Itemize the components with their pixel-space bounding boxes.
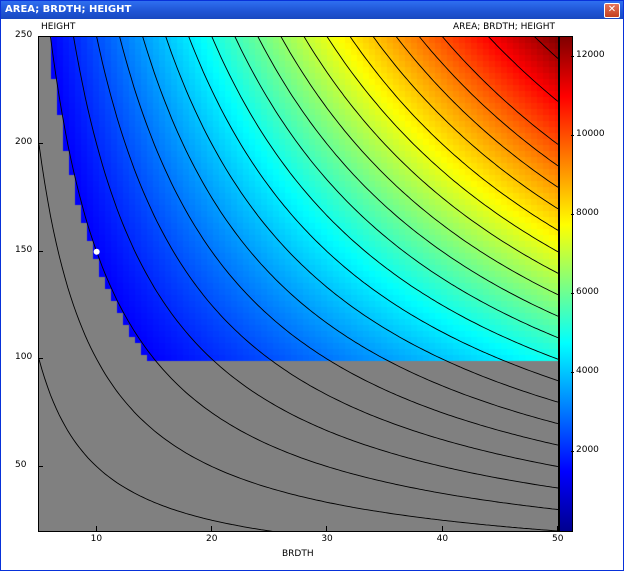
x-tick (441, 526, 443, 531)
y-axis-label: HEIGHT (41, 22, 76, 32)
x-tick-label: 30 (321, 534, 333, 544)
contour-line-6 (142, 37, 558, 425)
y-tick (38, 358, 43, 360)
title-bar[interactable]: AREA; BRDTH; HEIGHT ✕ (1, 1, 623, 19)
close-button[interactable]: ✕ (604, 3, 620, 18)
colorbar-tick-label: 6000 (576, 286, 599, 297)
current-point-marker[interactable] (93, 248, 100, 255)
heatmap-plot[interactable] (38, 36, 559, 532)
contour-line-13 (303, 37, 558, 274)
contour-line-15 (349, 37, 558, 231)
contour-line-19 (442, 37, 558, 145)
contour-line-5 (119, 37, 558, 446)
colorbar-label: AREA; BRDTH; HEIGHT (452, 22, 555, 32)
contour-line-7 (165, 37, 558, 403)
y-tick-label: 150 (15, 244, 33, 255)
y-tick (38, 465, 43, 467)
colorbar-tick-label: 2000 (576, 444, 599, 455)
contour-line-11 (257, 37, 558, 317)
colorbar (559, 36, 573, 532)
colorbar-tick (571, 292, 574, 294)
x-axis-label: BRDTH (282, 549, 314, 559)
y-tick-label: 200 (15, 137, 33, 148)
contour-line-1 (39, 144, 558, 531)
x-tick-label: 20 (206, 534, 218, 544)
contour-line-16 (372, 37, 558, 210)
contour-line-9 (211, 37, 558, 360)
contour-line-4 (96, 37, 558, 468)
colorbar-tick (571, 55, 574, 57)
contour-line-21 (534, 37, 558, 59)
colorbar-tick (571, 371, 574, 373)
contour-line-17 (395, 37, 558, 188)
x-tick (95, 526, 97, 531)
y-tick (38, 36, 43, 37)
colorbar-tick (571, 450, 574, 452)
colorbar-tick (571, 134, 574, 136)
contour-line-2 (50, 37, 558, 510)
window-title: AREA; BRDTH; HEIGHT (5, 4, 132, 15)
contour-line-20 (488, 37, 558, 102)
colorbar-tick-label: 10000 (576, 128, 605, 139)
colorbar-tick (571, 213, 574, 215)
colorbar-tick-label: 12000 (576, 49, 605, 60)
y-tick-label: 50 (15, 459, 27, 470)
y-tick-label: 250 (15, 30, 33, 40)
contour-line-0 (39, 359, 273, 531)
contour-line-18 (419, 37, 558, 167)
x-tick-label: 40 (436, 534, 449, 544)
x-tick-label: 50 (552, 534, 564, 544)
y-tick (38, 143, 43, 145)
x-tick (557, 526, 558, 531)
x-tick (211, 526, 212, 531)
y-tick (38, 250, 43, 252)
contour-line-8 (188, 37, 558, 382)
contour-overlay (39, 37, 558, 531)
contour-line-10 (234, 37, 558, 339)
contour-line-12 (280, 37, 558, 296)
y-tick-label: 100 (15, 352, 33, 363)
colorbar-tick-label: 4000 (576, 365, 599, 376)
x-tick-label: 10 (90, 534, 103, 544)
contour-line-14 (326, 37, 558, 253)
x-tick (326, 526, 328, 531)
contour-line-3 (73, 37, 558, 489)
close-icon: ✕ (607, 4, 617, 15)
colorbar-tick-label: 8000 (576, 207, 599, 218)
